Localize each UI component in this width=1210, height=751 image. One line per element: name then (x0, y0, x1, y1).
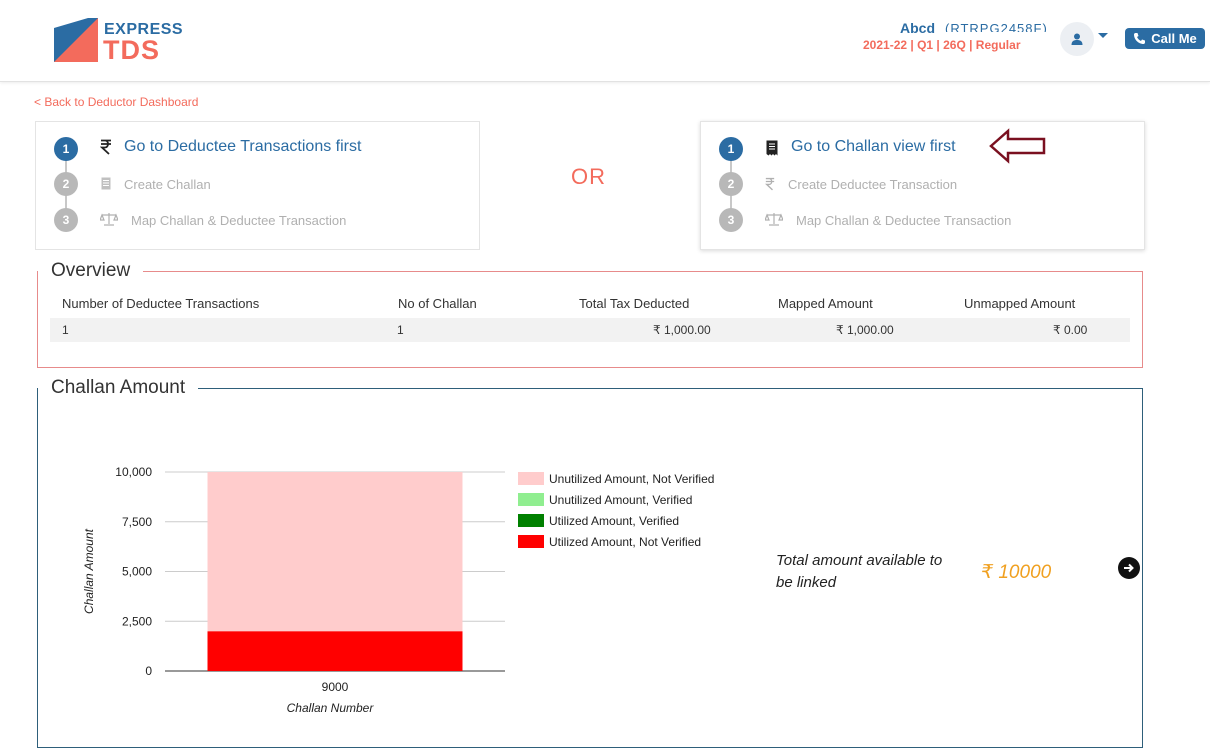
header-unmapped-amount: Unmapped Amount (964, 296, 1076, 311)
go-to-challan-view-link[interactable]: Go to Challan view first (791, 138, 956, 155)
user-icon (1071, 33, 1083, 45)
legend-label: Utilized Amount, Not Verified (549, 535, 701, 549)
call-me-button[interactable]: Call Me (1125, 28, 1205, 49)
create-deductee-transaction-step: Create Deductee Transaction (788, 177, 958, 192)
express-tds-logo[interactable]: EXPRESS TDS (54, 18, 184, 65)
legend-swatch (518, 514, 544, 527)
y-tick-label: 0 (145, 664, 152, 678)
overview-title: Overview (38, 260, 144, 282)
rupee-icon (765, 177, 775, 191)
cell-no-of-challan: 1 (397, 323, 404, 337)
rupee-icon (100, 139, 111, 155)
step-1-badge: 1 (54, 137, 78, 161)
header-mapped-amount: Mapped Amount (778, 296, 873, 311)
legend-swatch (518, 493, 544, 506)
legend-label: Unutilized Amount, Verified (549, 493, 692, 507)
header-no-of-challan: No of Challan (398, 296, 477, 311)
scale-icon (100, 213, 118, 226)
brand-bottom-text: TDS (103, 35, 160, 65)
y-tick-label: 10,000 (115, 465, 152, 479)
legend-label: Utilized Amount, Verified (549, 514, 679, 528)
logo-mark-icon (54, 18, 98, 62)
user-avatar-button[interactable] (1060, 22, 1094, 56)
scale-icon (765, 213, 783, 226)
brand-top-text: EXPRESS (104, 21, 184, 38)
legend-swatch (518, 472, 544, 485)
header-total-tax-deducted: Total Tax Deducted (579, 296, 690, 311)
y-tick-label: 7,500 (122, 515, 152, 529)
x-axis-label: Challan Number (287, 701, 375, 715)
filing-period: 2021-22 | Q1 | 26Q | Regular (863, 38, 1021, 52)
create-challan-step: Create Challan (124, 177, 211, 192)
deductee-first-panel: 1 Go to Deductee Transactions first 2 Cr… (35, 121, 480, 250)
table-row: 1 1 ₹ 1,000.00 ₹ 1,000.00 ₹ 0.00 (50, 318, 1130, 342)
cell-unmapped-amount: ₹ 0.00 (1053, 323, 1088, 337)
document-icon (101, 177, 111, 190)
legend-label: Unutilized Amount, Not Verified (549, 472, 714, 486)
chevron-down-icon[interactable] (1098, 33, 1108, 38)
top-header: EXPRESS TDS Abcd (RTRPG2458F) 2021-22 | … (0, 0, 1210, 82)
challan-first-panel: 1 Go to Challan view first 2 Create Dedu… (700, 121, 1145, 250)
header-deductee-transactions: Number of Deductee Transactions (62, 296, 260, 311)
map-challan-step: Map Challan & Deductee Transaction (131, 213, 347, 228)
step-2-badge: 2 (719, 172, 743, 196)
phone-icon (1134, 33, 1146, 44)
cell-mapped-amount: ₹ 1,000.00 (836, 323, 894, 337)
user-name: Abcd (900, 20, 935, 36)
annotation-arrow-icon (989, 128, 1046, 164)
back-to-dashboard-link[interactable]: < Back to Deductor Dashboard (34, 95, 199, 109)
overview-section: Overview Number of Deductee Transactions… (37, 260, 1143, 368)
y-tick-label: 5,000 (122, 565, 152, 579)
proceed-button[interactable] (1118, 557, 1140, 579)
call-me-label: Call Me (1151, 31, 1197, 46)
map-challan-step: Map Challan & Deductee Transaction (796, 213, 1012, 228)
cell-deductee-transactions: 1 (62, 323, 69, 337)
total-available-label: Total amount available to be linked (776, 552, 943, 591)
cell-total-tax-deducted: ₹ 1,000.00 (653, 323, 711, 337)
user-pan: (RTRPG2458F) (945, 21, 1048, 32)
step-3-badge: 3 (719, 208, 743, 232)
bar-segment (207, 631, 463, 671)
or-separator: OR (571, 164, 606, 189)
go-to-deductee-transactions-link[interactable]: Go to Deductee Transactions first (124, 138, 362, 155)
challan-amount-section: Challan Amount (37, 377, 1143, 748)
step-3-badge: 3 (54, 208, 78, 232)
bar-segment (207, 472, 463, 632)
arrow-right-icon (1124, 563, 1134, 573)
legend-swatch (518, 535, 544, 548)
challan-amount-title: Challan Amount (38, 377, 199, 399)
step-2-badge: 2 (54, 172, 78, 196)
y-axis-label: Challan Amount (82, 528, 96, 614)
receipt-icon (766, 140, 778, 156)
x-tick-label: 9000 (322, 680, 349, 694)
step-1-badge: 1 (719, 137, 743, 161)
total-available-amount: ₹ 10000 (981, 562, 1052, 583)
y-tick-label: 2,500 (122, 614, 152, 628)
